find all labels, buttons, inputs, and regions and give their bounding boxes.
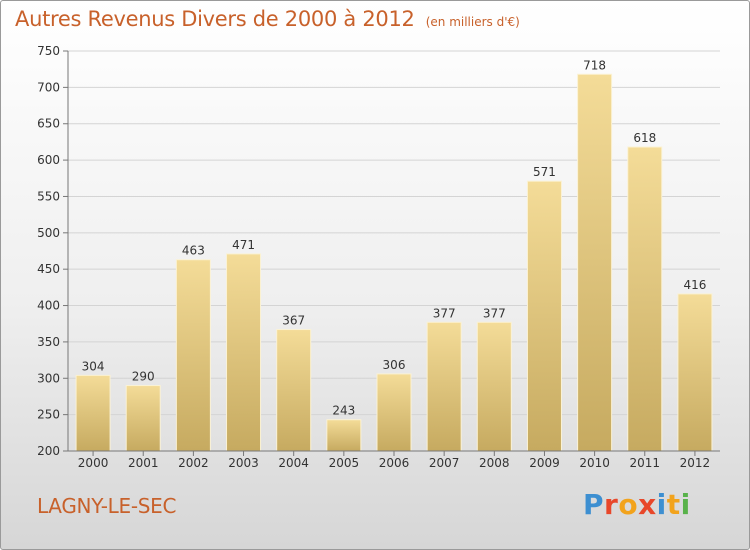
y-tick-label: 500 <box>37 226 60 240</box>
x-tick-label: 2007 <box>429 456 460 470</box>
x-tick-label: 2008 <box>479 456 510 470</box>
bar-value-label: 571 <box>533 165 556 179</box>
proxiti-logo: Proxiti <box>583 488 691 521</box>
logo-letter: r <box>604 488 619 521</box>
bar <box>75 374 111 452</box>
x-tick-label: 2011 <box>629 456 660 470</box>
bar-value-label: 290 <box>132 370 155 384</box>
bar-value-label: 416 <box>683 278 706 292</box>
y-tick-label: 600 <box>37 153 60 167</box>
chart-subtitle: (en milliers d'€) <box>425 15 520 29</box>
y-tick-label: 450 <box>37 262 60 276</box>
bar <box>226 253 262 452</box>
commune-name: LAGNY-LE-SEC <box>37 494 177 518</box>
x-tick-label: 2004 <box>278 456 309 470</box>
bar-value-label: 618 <box>633 131 656 145</box>
y-tick-label: 300 <box>37 371 60 385</box>
bars <box>75 73 713 452</box>
chart-title-block: Autres Revenus Divers de 2000 à 2012 (en… <box>15 7 520 31</box>
logo-letter: i <box>656 488 667 521</box>
x-tick-label: 2000 <box>78 456 109 470</box>
bar <box>526 180 562 452</box>
bar-value-label: 304 <box>82 359 105 373</box>
y-tick-label: 650 <box>37 117 60 131</box>
bar-value-label: 377 <box>433 306 456 320</box>
axes <box>63 50 720 456</box>
logo-letter: t <box>666 488 681 521</box>
bar <box>476 321 512 452</box>
x-tick-label: 2002 <box>178 456 209 470</box>
bar <box>276 329 312 452</box>
bar <box>125 385 161 452</box>
bar-value-label: 463 <box>182 244 205 258</box>
bar-value-label: 718 <box>583 58 606 72</box>
bar-value-label: 367 <box>282 314 305 328</box>
bar <box>175 259 211 452</box>
bar <box>426 321 462 452</box>
x-tick-label: 2006 <box>379 456 410 470</box>
y-tick-label: 550 <box>37 189 60 203</box>
y-tick-label: 350 <box>37 335 60 349</box>
x-tick-label: 2012 <box>680 456 711 470</box>
x-tick-label: 2009 <box>529 456 560 470</box>
bar-value-label: 243 <box>332 404 355 418</box>
labels: 200 250 300 350 400 450 500 550 600 650 700 750 304 2… <box>37 44 710 470</box>
y-tick-label: 700 <box>37 80 60 94</box>
x-tick-label: 2005 <box>329 456 360 470</box>
logo-letter: i <box>680 488 691 521</box>
logo-letter: P <box>583 488 605 521</box>
y-tick-label: 400 <box>37 299 60 313</box>
y-tick-label: 750 <box>37 44 60 58</box>
y-tick-label: 250 <box>37 408 60 422</box>
x-tick-label: 2010 <box>579 456 610 470</box>
x-tick-label: 2001 <box>128 456 159 470</box>
bar <box>677 293 713 452</box>
bar <box>326 419 362 452</box>
y-tick-label: 200 <box>37 444 60 458</box>
bar <box>627 146 663 452</box>
bar-value-label: 306 <box>383 358 406 372</box>
bar <box>577 73 613 452</box>
bar-value-label: 471 <box>232 238 255 252</box>
bar <box>376 373 412 452</box>
chart-title: Autres Revenus Divers de 2000 à 2012 <box>15 7 415 31</box>
x-tick-label: 2003 <box>228 456 259 470</box>
bar-value-label: 377 <box>483 306 506 320</box>
logo-letter: x <box>638 488 657 521</box>
logo-letter: o <box>618 488 639 521</box>
